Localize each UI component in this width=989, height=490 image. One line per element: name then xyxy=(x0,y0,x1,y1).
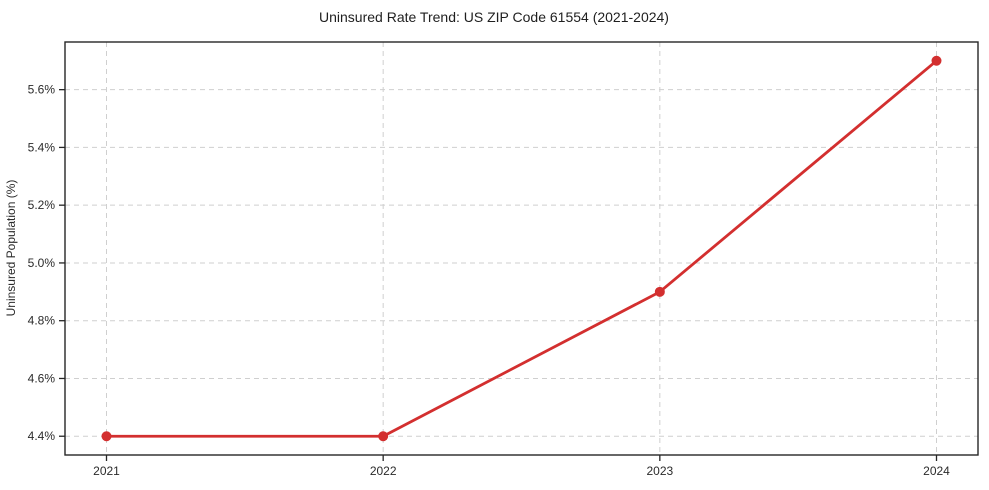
y-tick-label: 5.2% xyxy=(28,198,56,212)
plot-area: 4.4% 4.6% 4.8% 5.0% 5.2% 5.4% 5.6% 2021 2022 2023… xyxy=(28,41,979,478)
data-point-2022 xyxy=(378,431,389,442)
y-tick-label: 4.4% xyxy=(28,429,56,443)
y-tick-label: 5.4% xyxy=(28,140,56,154)
data-point-2023 xyxy=(654,286,665,297)
chart-title: Uninsured Rate Trend: US ZIP Code 61554 … xyxy=(319,9,669,25)
y-tick-label: 4.8% xyxy=(28,314,56,328)
y-tick-label: 5.6% xyxy=(28,83,56,97)
x-tick-label: 2024 xyxy=(923,464,950,478)
x-tick-label: 2022 xyxy=(370,464,397,478)
x-tick-label: 2023 xyxy=(646,464,673,478)
x-tick-label: 2021 xyxy=(93,464,120,478)
y-axis-label: Uninsured Population (%) xyxy=(4,180,18,317)
plot-border xyxy=(64,41,979,456)
trend-line xyxy=(105,59,938,438)
y-tick-label: 4.6% xyxy=(28,371,56,385)
y-tick-label: 5.0% xyxy=(28,256,56,270)
data-point-2021 xyxy=(101,431,112,442)
data-point-2024 xyxy=(931,55,942,66)
